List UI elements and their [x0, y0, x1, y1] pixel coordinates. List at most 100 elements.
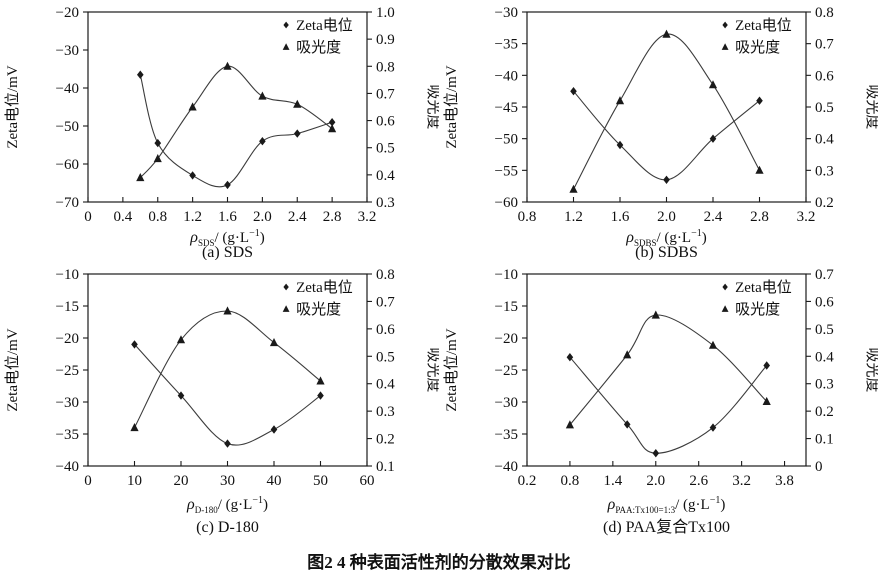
svg-text:−55: −55 — [495, 163, 518, 179]
svg-text:−30: −30 — [56, 395, 79, 411]
svg-text:0.4: 0.4 — [815, 132, 834, 148]
svg-text:(c) D-180: (c) D-180 — [196, 519, 259, 536]
svg-text:0.7: 0.7 — [376, 86, 395, 102]
panel-d-paa-tx100: 0.2 0.8 1.4 2.0 2.6 3.2 3.8 −40 −35 −30 −25 −20 −15 −… — [439, 260, 878, 542]
svg-text:0.9: 0.9 — [376, 32, 395, 48]
svg-text:0.5: 0.5 — [376, 141, 395, 157]
svg-text:Zeta电位/mV: Zeta电位/mV — [443, 65, 460, 148]
svg-text:2.4: 2.4 — [288, 209, 307, 225]
svg-text:−25: −25 — [495, 363, 518, 379]
svg-text:0.4: 0.4 — [376, 168, 395, 184]
svg-text:−35: −35 — [56, 427, 79, 443]
svg-text:0.7: 0.7 — [376, 294, 395, 310]
svg-text:−60: −60 — [495, 195, 518, 211]
svg-text:0.4: 0.4 — [815, 349, 834, 365]
svg-text:Zeta电位: Zeta电位 — [735, 279, 792, 296]
svg-text:Zeta电位/mV: Zeta电位/mV — [4, 328, 21, 411]
svg-text:0.2: 0.2 — [815, 404, 834, 420]
svg-text:−15: −15 — [56, 299, 79, 315]
chart-c-d180: 0 10 20 30 40 50 60 −40 −35 −30 −25 −20 −15 −10 0.1 0.2… — [4, 267, 439, 536]
svg-text:0.5: 0.5 — [815, 322, 834, 338]
svg-text:0.3: 0.3 — [815, 163, 834, 179]
svg-text:3.2: 3.2 — [797, 209, 816, 225]
svg-text:ρSDS/ (g·L−1): ρSDS/ (g·L−1) — [189, 228, 264, 248]
svg-text:−35: −35 — [495, 427, 518, 443]
svg-text:2.8: 2.8 — [750, 209, 769, 225]
svg-text:0.4: 0.4 — [376, 377, 395, 393]
svg-text:50: 50 — [313, 473, 328, 489]
svg-text:−40: −40 — [56, 459, 79, 475]
svg-text:0.1: 0.1 — [815, 432, 834, 448]
svg-text:−20: −20 — [495, 331, 518, 347]
svg-text:0.4: 0.4 — [114, 209, 133, 225]
svg-text:0.1: 0.1 — [376, 459, 395, 475]
svg-text:−15: −15 — [495, 299, 518, 315]
svg-text:20: 20 — [174, 473, 189, 489]
svg-text:ρPAA:Tx100=1:3/ (g·L−1): ρPAA:Tx100=1:3/ (g·L−1) — [607, 495, 726, 515]
svg-text:3.2: 3.2 — [732, 473, 751, 489]
svg-text:−25: −25 — [56, 363, 79, 379]
svg-text:0.6: 0.6 — [815, 294, 834, 310]
svg-text:1.4: 1.4 — [603, 473, 622, 489]
svg-text:0.8: 0.8 — [376, 267, 395, 283]
panel-a-sds: 0 0.4 0.8 1.2 1.6 2.0 2.4 2.8 3.2 −70 −60 −50 −40 −30… — [0, 0, 439, 260]
svg-text:0.5: 0.5 — [815, 100, 834, 116]
svg-text:3.2: 3.2 — [358, 209, 377, 225]
svg-text:3.8: 3.8 — [775, 473, 794, 489]
svg-text:−10: −10 — [56, 267, 79, 283]
svg-text:0.3: 0.3 — [376, 195, 395, 211]
svg-text:−35: −35 — [495, 37, 518, 53]
svg-text:Zeta电位: Zeta电位 — [296, 279, 353, 296]
svg-text:吸光度: 吸光度 — [735, 301, 780, 318]
svg-text:−40: −40 — [495, 68, 518, 84]
svg-text:30: 30 — [220, 473, 235, 489]
svg-text:0.5: 0.5 — [376, 349, 395, 365]
svg-text:2.8: 2.8 — [323, 209, 342, 225]
svg-text:Zeta电位/mV: Zeta电位/mV — [443, 328, 460, 411]
svg-text:吸光度: 吸光度 — [425, 347, 439, 392]
svg-text:−50: −50 — [56, 119, 79, 135]
chart-a-sds: 0 0.4 0.8 1.2 1.6 2.0 2.4 2.8 3.2 −70 −60 −50 −40 −30… — [4, 5, 439, 260]
svg-text:60: 60 — [360, 473, 375, 489]
chart-d-paa-tx100: 0.2 0.8 1.4 2.0 2.6 3.2 3.8 −40 −35 −30 −25 −20 −15 −… — [443, 267, 878, 536]
svg-text:0.6: 0.6 — [376, 322, 395, 338]
svg-text:Zeta电位/mV: Zeta电位/mV — [4, 65, 21, 148]
svg-text:−60: −60 — [56, 157, 79, 173]
svg-text:−45: −45 — [495, 100, 518, 116]
svg-text:ρSDBS/ (g·L−1): ρSDBS/ (g·L−1) — [625, 228, 706, 248]
svg-text:0.6: 0.6 — [376, 114, 395, 130]
svg-text:吸光度: 吸光度 — [864, 84, 878, 129]
svg-text:Zeta电位: Zeta电位 — [735, 17, 792, 34]
svg-text:−50: −50 — [495, 132, 518, 148]
svg-text:−20: −20 — [56, 5, 79, 21]
svg-text:−70: −70 — [56, 195, 79, 211]
svg-text:吸光度: 吸光度 — [425, 84, 439, 129]
svg-text:0: 0 — [815, 459, 823, 475]
svg-text:0.8: 0.8 — [148, 209, 167, 225]
svg-text:1.6: 1.6 — [218, 209, 237, 225]
svg-text:2.0: 2.0 — [253, 209, 272, 225]
svg-text:1.6: 1.6 — [611, 209, 630, 225]
svg-text:0.8: 0.8 — [376, 59, 395, 75]
svg-text:0.6: 0.6 — [815, 68, 834, 84]
svg-text:2.4: 2.4 — [704, 209, 723, 225]
svg-text:−30: −30 — [495, 395, 518, 411]
svg-text:ρD-180/ (g·L−1): ρD-180/ (g·L−1) — [186, 495, 268, 515]
svg-text:2.6: 2.6 — [689, 473, 708, 489]
svg-text:0.8: 0.8 — [518, 209, 537, 225]
figure-caption: 图2 4 种表面活性剂的分散效果对比 — [307, 553, 571, 572]
svg-text:吸光度: 吸光度 — [735, 39, 780, 56]
svg-text:2.0: 2.0 — [646, 473, 665, 489]
svg-text:(d) PAA复合Tx100: (d) PAA复合Tx100 — [603, 518, 730, 536]
svg-text:吸光度: 吸光度 — [296, 39, 341, 56]
svg-text:0: 0 — [84, 209, 92, 225]
svg-text:1.2: 1.2 — [183, 209, 202, 225]
svg-text:2.0: 2.0 — [657, 209, 676, 225]
svg-text:−40: −40 — [56, 81, 79, 97]
panel-c-d180: 0 10 20 30 40 50 60 −40 −35 −30 −25 −20 −15 −10 0.1 0.2… — [0, 260, 439, 542]
svg-text:Zeta电位: Zeta电位 — [296, 17, 353, 34]
svg-text:吸光度: 吸光度 — [864, 347, 878, 392]
svg-text:吸光度: 吸光度 — [296, 301, 341, 318]
chart-grid: 0 0.4 0.8 1.2 1.6 2.0 2.4 2.8 3.2 −70 −60 −50 −40 −30… — [0, 0, 878, 542]
